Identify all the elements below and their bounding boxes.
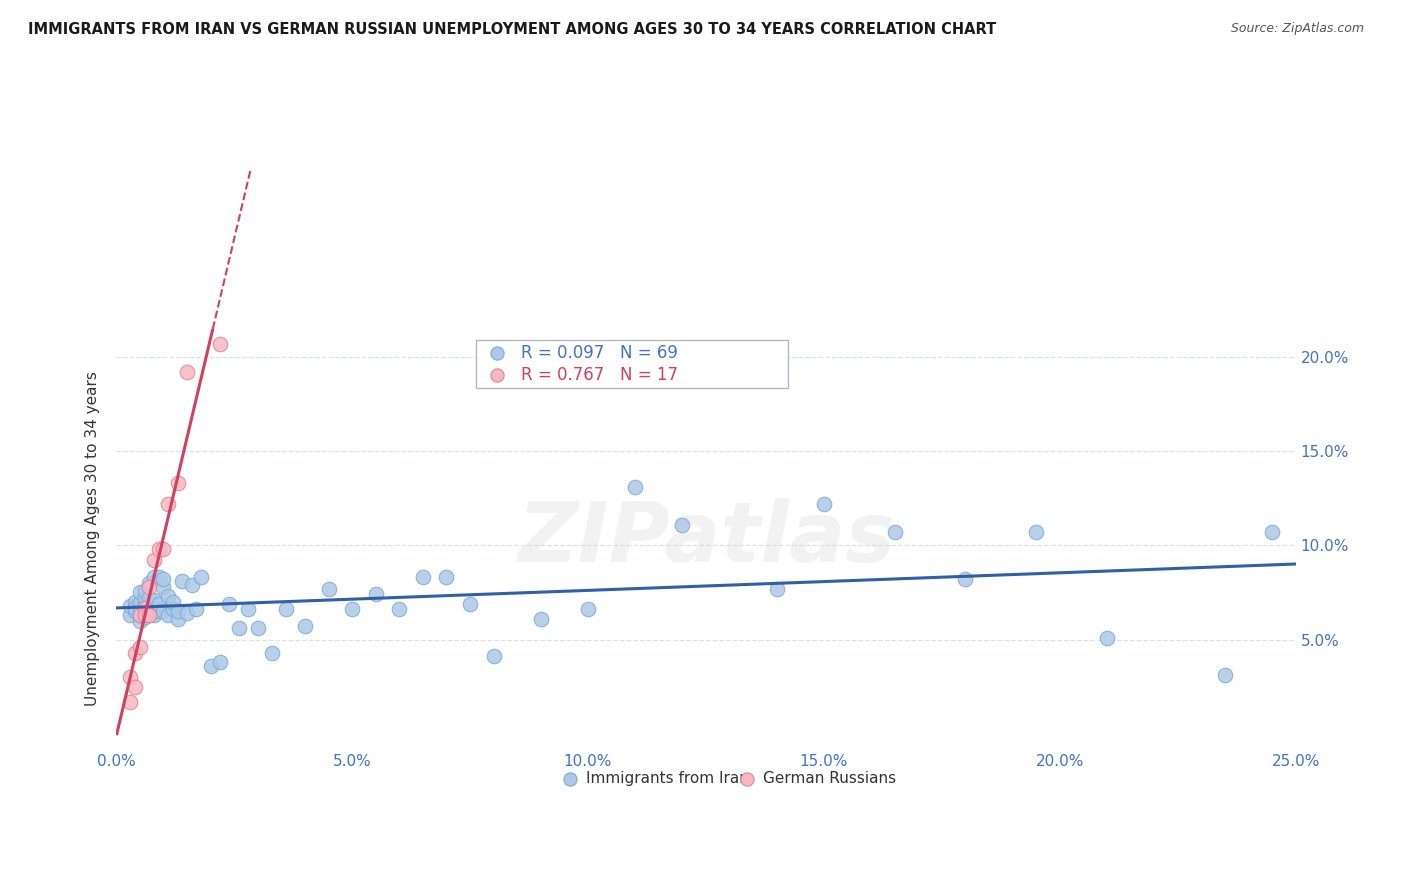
Point (120, 695, 142, 709)
Point (124, 680, 146, 694)
Point (1213, 668, 1236, 682)
Point (671, 517, 693, 532)
Point (955, 572, 977, 586)
Point (143, 608, 166, 623)
Point (412, 570, 434, 584)
Point (246, 621, 269, 635)
Point (148, 570, 170, 584)
Point (190, 570, 212, 584)
Point (624, 480, 647, 494)
Point (294, 619, 316, 633)
Point (143, 600, 166, 615)
Point (166, 604, 188, 618)
Point (134, 583, 156, 598)
Point (813, 497, 835, 511)
Point (364, 587, 387, 601)
Point (200, 659, 222, 673)
Point (162, 595, 184, 609)
Text: R = 0.767   N = 17: R = 0.767 N = 17 (520, 367, 678, 384)
Point (238, 602, 260, 616)
Point (134, 591, 156, 606)
Point (209, 655, 232, 669)
Point (138, 580, 160, 594)
Point (148, 604, 170, 618)
Point (576, 602, 599, 616)
Point (209, 337, 232, 351)
Point (138, 591, 160, 606)
Point (134, 608, 156, 623)
Text: IMMIGRANTS FROM IRAN VS GERMAN RUSSIAN UNEMPLOYMENT AMONG AGES 30 TO 34 YEARS CO: IMMIGRANTS FROM IRAN VS GERMAN RUSSIAN U… (28, 22, 997, 37)
Text: German Russians: German Russians (762, 772, 896, 787)
Point (138, 576, 160, 591)
Point (1261, 525, 1284, 540)
Point (186, 602, 208, 616)
FancyBboxPatch shape (477, 340, 789, 388)
Point (134, 610, 156, 624)
Point (128, 585, 150, 599)
Point (152, 572, 174, 586)
Text: R = 0.097   N = 69: R = 0.097 N = 69 (520, 344, 678, 362)
Point (138, 606, 160, 620)
Point (162, 602, 184, 616)
Point (134, 604, 156, 618)
Point (157, 497, 180, 511)
Point (138, 599, 160, 613)
Point (157, 589, 180, 603)
Point (340, 602, 363, 616)
Point (124, 595, 146, 609)
Point (128, 608, 150, 623)
Point (157, 608, 180, 623)
Text: ZIPatlas: ZIPatlas (517, 499, 894, 579)
Point (166, 612, 188, 626)
Point (152, 542, 174, 557)
Point (128, 640, 150, 654)
Point (166, 476, 188, 491)
Point (883, 525, 905, 540)
Point (176, 365, 198, 379)
Point (176, 606, 198, 620)
Point (134, 597, 156, 611)
Point (458, 597, 481, 611)
Point (274, 602, 297, 616)
Point (143, 593, 166, 607)
Point (1025, 525, 1047, 540)
Point (388, 602, 411, 616)
Point (260, 646, 283, 660)
Point (318, 582, 340, 596)
Point (138, 608, 160, 623)
Point (120, 608, 142, 623)
Point (1095, 631, 1118, 645)
Y-axis label: Unemployment Among Ages 30 to 34 years: Unemployment Among Ages 30 to 34 years (86, 371, 100, 706)
Point (152, 580, 174, 594)
Text: Immigrants from Iran: Immigrants from Iran (586, 772, 748, 787)
Point (482, 649, 505, 664)
Point (128, 608, 150, 623)
Point (134, 600, 156, 615)
Point (152, 604, 174, 618)
Point (120, 599, 142, 613)
Point (128, 595, 150, 609)
Point (530, 612, 553, 626)
Point (128, 600, 150, 615)
Point (143, 570, 166, 584)
Text: Source: ZipAtlas.com: Source: ZipAtlas.com (1230, 22, 1364, 36)
Point (148, 597, 170, 611)
Point (124, 600, 146, 615)
Point (180, 578, 202, 592)
Point (120, 670, 142, 684)
Point (765, 582, 787, 596)
Point (143, 553, 166, 567)
Point (148, 542, 170, 557)
Point (218, 597, 240, 611)
Point (128, 614, 150, 628)
Point (124, 604, 146, 618)
Point (124, 646, 146, 660)
Point (436, 570, 458, 584)
Point (172, 574, 194, 589)
Point (228, 621, 250, 635)
